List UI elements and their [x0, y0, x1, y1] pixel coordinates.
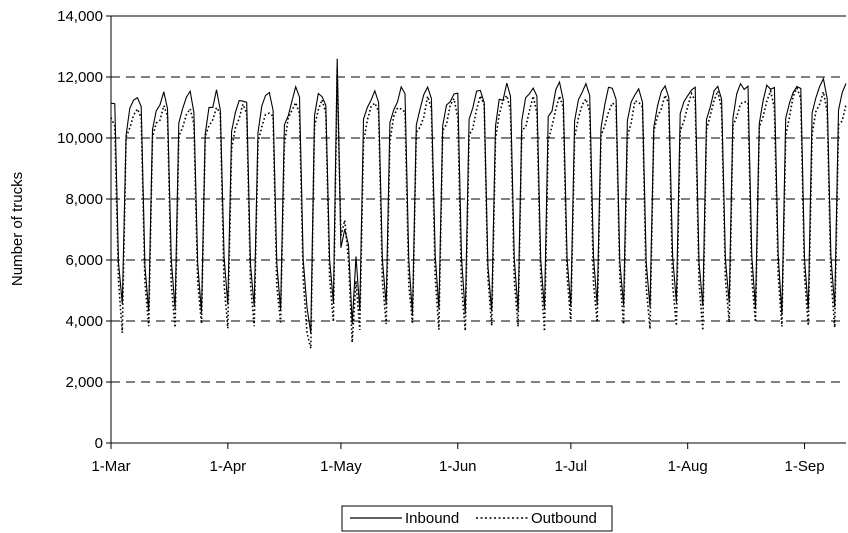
x-tick-label: 1-Aug — [668, 458, 708, 475]
x-tick-label: 1-Apr — [210, 458, 247, 475]
legend-outbound-label: Outbound — [531, 510, 597, 527]
axes — [106, 15, 846, 449]
y-axis-title: Number of trucks — [9, 172, 26, 286]
y-tick-label: 10,000 — [57, 130, 103, 147]
x-tick-label: 1-Jun — [439, 458, 477, 475]
legend: Inbound Outbound — [341, 505, 613, 532]
y-tick-label: 0 — [95, 435, 103, 452]
series-inbound-line — [110, 58, 847, 334]
y-tick-label: 8,000 — [65, 191, 103, 208]
x-tick-label: 1-Sep — [785, 458, 825, 475]
y-tick-label: 12,000 — [57, 69, 103, 86]
x-tick-label: 1-Mar — [91, 458, 130, 475]
series-outbound-line — [110, 67, 847, 349]
y-tick-label: 6,000 — [65, 252, 103, 269]
y-tick-labels: 0 2,000 4,000 6,000 8,000 10,000 12,000 14,000 — [57, 8, 103, 452]
x-tick-label: 1-Jul — [555, 458, 588, 475]
legend-inbound-label: Inbound — [405, 510, 459, 527]
y-tick-label: 4,000 — [65, 313, 103, 330]
grid-lines — [111, 15, 846, 383]
y-tick-label: 2,000 — [65, 374, 103, 391]
x-tick-labels: 1-Mar 1-Apr 1-May 1-Jun 1-Jul 1-Aug 1-Sep — [91, 458, 824, 475]
x-tick-label: 1-May — [320, 458, 362, 475]
plot-series — [110, 58, 847, 349]
y-tick-label: 14,000 — [57, 8, 103, 25]
